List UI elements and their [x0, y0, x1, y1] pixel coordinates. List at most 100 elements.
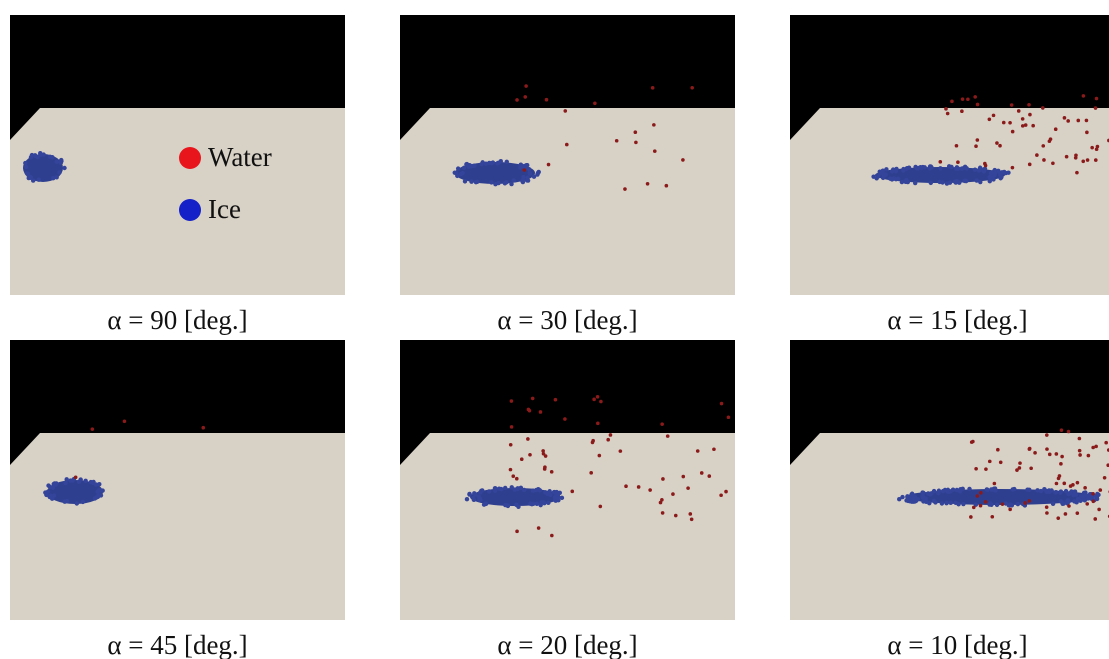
ice-particle [1025, 487, 1029, 491]
water-particle [1031, 124, 1035, 128]
ice-particle [57, 170, 61, 174]
ice-particle [487, 161, 491, 165]
water-particle [665, 184, 669, 188]
water-particle [944, 107, 948, 111]
water-particle [1098, 488, 1102, 492]
water-particle [1001, 502, 1005, 506]
ice-particle [454, 171, 458, 175]
ice-particle [977, 168, 981, 172]
legend-marker [179, 199, 201, 221]
ice-particle [53, 482, 57, 486]
water-particle [681, 158, 685, 162]
water-particle [509, 443, 513, 447]
water-particle [1087, 454, 1091, 458]
water-particle [972, 506, 976, 510]
water-particle [995, 141, 999, 145]
water-particle [690, 518, 694, 522]
water-particle [1081, 160, 1085, 164]
water-particle [1069, 484, 1073, 488]
caption: α = 10 [deg.] [790, 630, 1109, 659]
water-particle [547, 163, 551, 167]
water-particle [634, 130, 638, 134]
snapshot [10, 340, 345, 620]
ice-particle [933, 500, 937, 504]
water-particle [1086, 158, 1090, 162]
water-particle [1011, 166, 1015, 170]
ice-particle [50, 496, 54, 500]
water-particle [1056, 516, 1060, 520]
water-particle [1048, 139, 1052, 143]
water-particle [1018, 461, 1022, 465]
water-particle [1021, 117, 1025, 121]
water-particle [998, 144, 1002, 148]
legend-label: Ice [208, 194, 241, 224]
ice-particle [955, 179, 959, 183]
snapshot [790, 340, 1109, 620]
ice-particle [465, 497, 469, 501]
snapshot [400, 15, 735, 295]
ice-particle [512, 178, 516, 182]
ice-particle [520, 179, 524, 183]
water-particle [984, 467, 988, 471]
water-particle [1094, 445, 1098, 449]
water-particle [1055, 482, 1059, 486]
water-particle [970, 440, 974, 444]
water-particle [1041, 106, 1045, 110]
water-particle [634, 141, 638, 145]
ice-particle [497, 487, 501, 491]
ice-particle [472, 491, 476, 495]
water-particle [619, 449, 623, 453]
water-particle [1029, 466, 1033, 470]
water-particle [1076, 511, 1080, 515]
ice-particle [30, 153, 34, 157]
ice-particle [945, 489, 949, 493]
ice-particle [921, 491, 925, 495]
water-particle [1028, 499, 1032, 503]
water-particle [527, 408, 531, 412]
ice-particle [881, 171, 885, 175]
ice-particle [956, 502, 960, 506]
water-particle [700, 471, 704, 475]
water-particle [988, 117, 992, 121]
water-particle [510, 399, 514, 403]
water-particle [969, 515, 973, 519]
ice-particle [75, 501, 79, 505]
water-particle [1008, 121, 1012, 125]
plane [790, 108, 1109, 295]
water-particle [696, 449, 700, 453]
ice-particle [975, 178, 979, 182]
water-particle [1078, 449, 1082, 453]
ice-particle [537, 170, 541, 174]
ice-particle [937, 489, 941, 493]
ice-particle [961, 502, 965, 506]
ice-particle [991, 177, 995, 181]
ice-particle [23, 161, 27, 165]
ice-particle [1016, 502, 1020, 506]
water-particle [1075, 171, 1079, 175]
water-particle [528, 453, 532, 457]
water-particle [1094, 106, 1098, 110]
water-particle [1028, 163, 1032, 167]
water-particle [570, 490, 574, 494]
ice-particle [463, 179, 467, 183]
ice-particle [923, 165, 927, 169]
water-particle [615, 139, 619, 143]
ice-particle [456, 166, 460, 170]
water-particle [1008, 508, 1012, 512]
water-particle [554, 398, 558, 402]
water-particle [727, 415, 731, 419]
water-particle [201, 426, 205, 430]
water-particle [661, 477, 665, 481]
water-particle [589, 471, 593, 475]
water-particle [1041, 144, 1045, 148]
water-particle [984, 164, 988, 168]
water-particle [1064, 512, 1068, 516]
ice-particle [1085, 493, 1089, 497]
water-particle [653, 149, 657, 153]
water-particle [1076, 481, 1080, 485]
ice-particle [504, 180, 508, 184]
water-particle [1085, 119, 1089, 123]
water-particle [1051, 161, 1055, 165]
water-particle [565, 143, 569, 147]
water-particle [1024, 123, 1028, 127]
